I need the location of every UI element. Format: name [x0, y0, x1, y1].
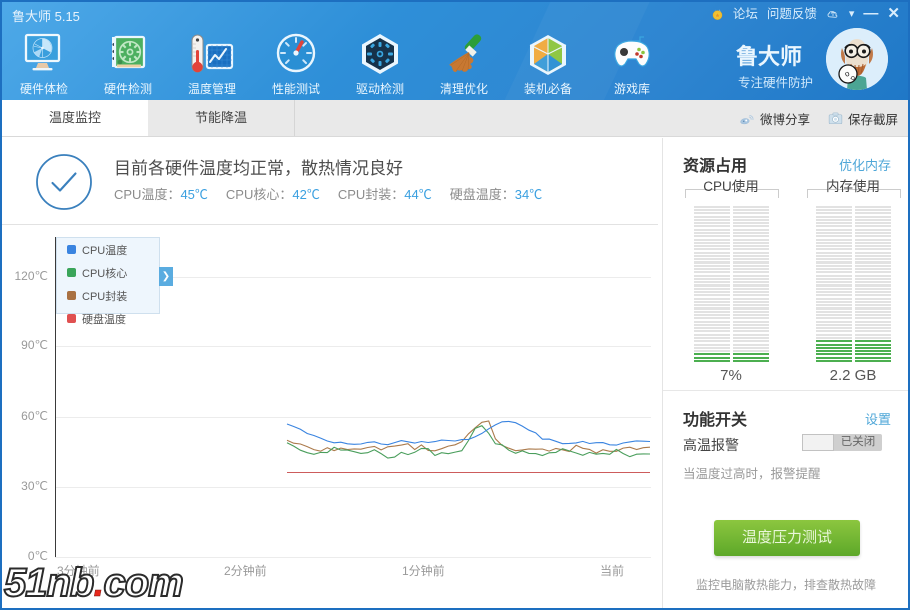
svg-text:o: o: [851, 75, 855, 82]
